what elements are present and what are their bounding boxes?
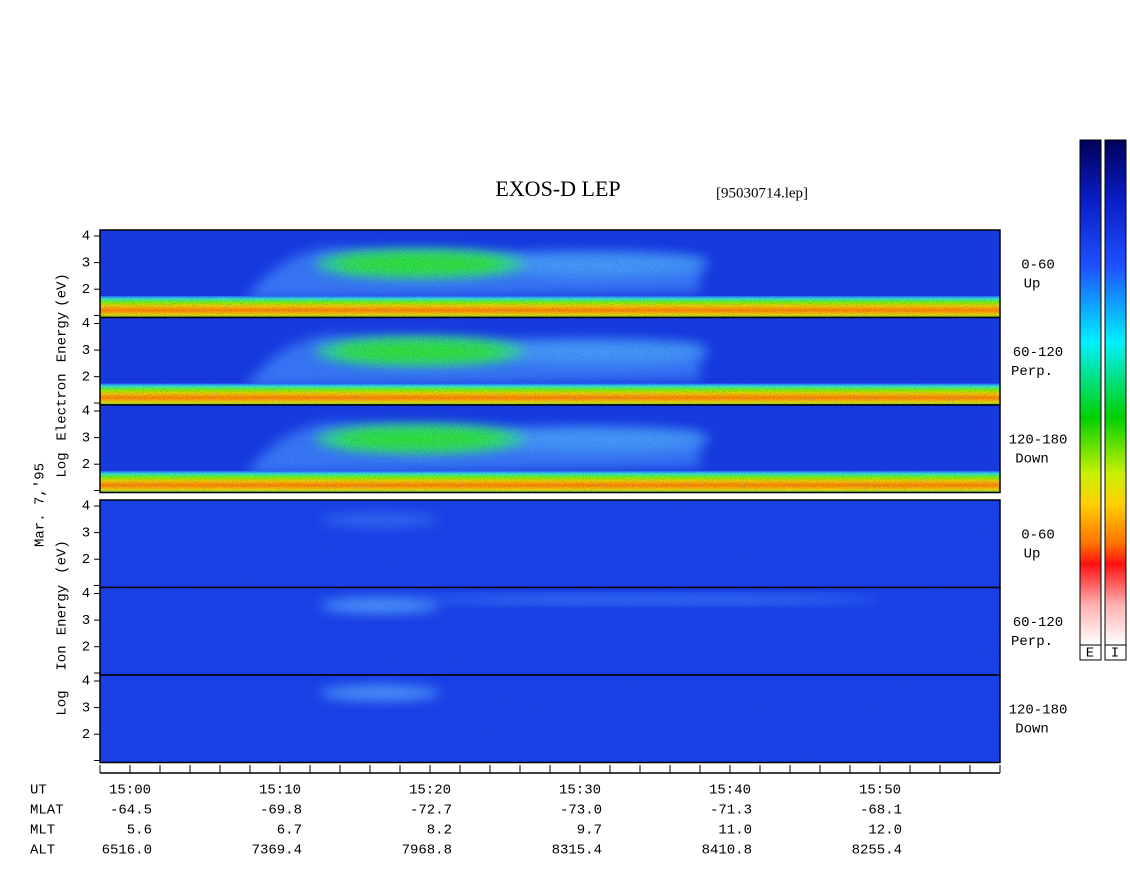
panel-label: 120-180 (1009, 432, 1068, 448)
colorbar-box (1079, 644, 1102, 661)
panel-sublabel: Up (1024, 546, 1041, 562)
panel-label: 60-120 (1013, 615, 1063, 631)
energy-tick-label: 3 (82, 255, 90, 271)
energy-tick-label: 3 (82, 700, 90, 716)
title: EXOS-D LEP (495, 176, 620, 201)
panel (100, 317, 1000, 405)
orbit-value: -73.0 (560, 803, 602, 819)
panel-label: 0-60 (1021, 527, 1055, 543)
spectrograms (99, 229, 1001, 764)
noise (100, 317, 1000, 405)
orbit-value: 8.2 (427, 823, 452, 839)
orbit-value: -68.1 (860, 803, 902, 819)
date: Mar. 7,'95 (33, 463, 49, 547)
energy-tick-label: 3 (82, 343, 90, 359)
axis-label: Ion (55, 645, 71, 670)
time-label: 15:10 (259, 783, 301, 799)
energy-tick-label: 2 (82, 457, 90, 473)
orbit-value: 8255.4 (852, 843, 902, 859)
time-label: 15:40 (709, 783, 751, 799)
energy-tick-label: 4 (82, 229, 90, 245)
panel (100, 587, 1000, 675)
row-label: ALT (30, 843, 55, 859)
energy-tick-label: 2 (82, 639, 90, 655)
panel-sublabel: Down (1015, 451, 1049, 467)
energy-tick-label: 3 (82, 430, 90, 446)
orbit-value: -71.3 (710, 803, 752, 819)
energy-tick-label: 4 (82, 404, 90, 420)
panel (100, 405, 1000, 493)
panel-sublabel: Down (1015, 721, 1049, 737)
noise (100, 405, 1000, 493)
axis-label: Energy (55, 585, 71, 635)
time-label: 15:30 (559, 783, 601, 799)
panel-sublabel: Perp. (1011, 364, 1053, 380)
energy-tick-label: 3 (82, 613, 90, 629)
axis-label: Electron (55, 373, 71, 440)
panel (100, 230, 1000, 318)
panel (100, 675, 1000, 763)
time-label: 15:20 (409, 783, 451, 799)
orbit-value: 7369.4 (252, 843, 302, 859)
axis-label: Energy (55, 312, 71, 362)
orbit-value: 6516.0 (102, 843, 152, 859)
panel-label: 0-60 (1021, 257, 1055, 273)
panel-sublabel: Perp. (1011, 634, 1053, 650)
colorbar-label: I (1111, 646, 1119, 662)
panel-label: 60-120 (1013, 345, 1063, 361)
noise (100, 675, 1000, 763)
colorbar (1079, 139, 1102, 646)
colorbar (1104, 139, 1127, 646)
colorbar-box (1104, 644, 1127, 661)
noise (100, 500, 1000, 588)
energy-tick-label: 4 (82, 586, 90, 602)
time-label: 15:50 (859, 783, 901, 799)
energy-tick-label: 4 (82, 499, 90, 515)
orbit-value: 12.0 (868, 823, 902, 839)
panel-frame (99, 404, 1001, 494)
axis-label: (eV) (55, 273, 71, 307)
time-label: 15:00 (109, 783, 151, 799)
panel (100, 500, 1000, 588)
panel-frame (99, 674, 1001, 764)
orbit-value: 11.0 (718, 823, 752, 839)
orbit-value: 6.7 (277, 823, 302, 839)
orbit-value: 8315.4 (552, 843, 602, 859)
orbit-value: -69.8 (260, 803, 302, 819)
colorbar-label: E (1086, 646, 1094, 662)
axis-label: Log (55, 690, 71, 715)
energy-tick-label: 4 (82, 316, 90, 332)
row-label: UT (30, 783, 47, 799)
energy-tick-label: 2 (82, 369, 90, 385)
axis-label: (eV) (55, 540, 71, 574)
orbit-value: 9.7 (577, 823, 602, 839)
panel-sublabel: Up (1024, 276, 1041, 292)
row-label: MLAT (30, 803, 64, 819)
energy-tick-label: 2 (82, 552, 90, 568)
orbit-value: 5.6 (127, 823, 152, 839)
energy-tick-label: 4 (82, 674, 90, 690)
row-label: MLT (30, 823, 55, 839)
axis-label: Log (55, 452, 71, 477)
file-name: [95030714.lep] (716, 185, 808, 201)
orbit-value: -64.5 (110, 803, 152, 819)
energy-tick-label: 2 (82, 282, 90, 298)
energy-tick-label: 3 (82, 525, 90, 541)
orbit-value: 8410.8 (702, 843, 752, 859)
panel-label: 120-180 (1009, 702, 1068, 718)
energy-tick-label: 2 (82, 727, 90, 743)
noise (100, 587, 1000, 675)
orbit-value: 7968.8 (402, 843, 452, 859)
orbit-value: -72.7 (410, 803, 452, 819)
noise (100, 230, 1000, 318)
